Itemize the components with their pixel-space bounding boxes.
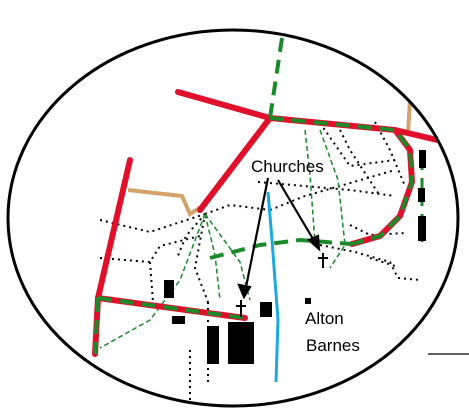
track-left — [127, 188, 206, 217]
stream — [266, 191, 280, 383]
churches-label: Churches — [251, 157, 324, 176]
main-footpaths — [93, 37, 415, 355]
track-right — [403, 75, 413, 134]
buildings — [164, 150, 426, 364]
church-cross-icon — [318, 253, 328, 268]
church-arrows — [237, 177, 321, 300]
village-label-line1: Alton — [305, 309, 344, 328]
map-boundary — [6, 28, 460, 408]
main-roads — [92, 89, 453, 357]
church-cross-icon — [236, 300, 246, 317]
village-label-line2: Barnes — [306, 336, 360, 355]
